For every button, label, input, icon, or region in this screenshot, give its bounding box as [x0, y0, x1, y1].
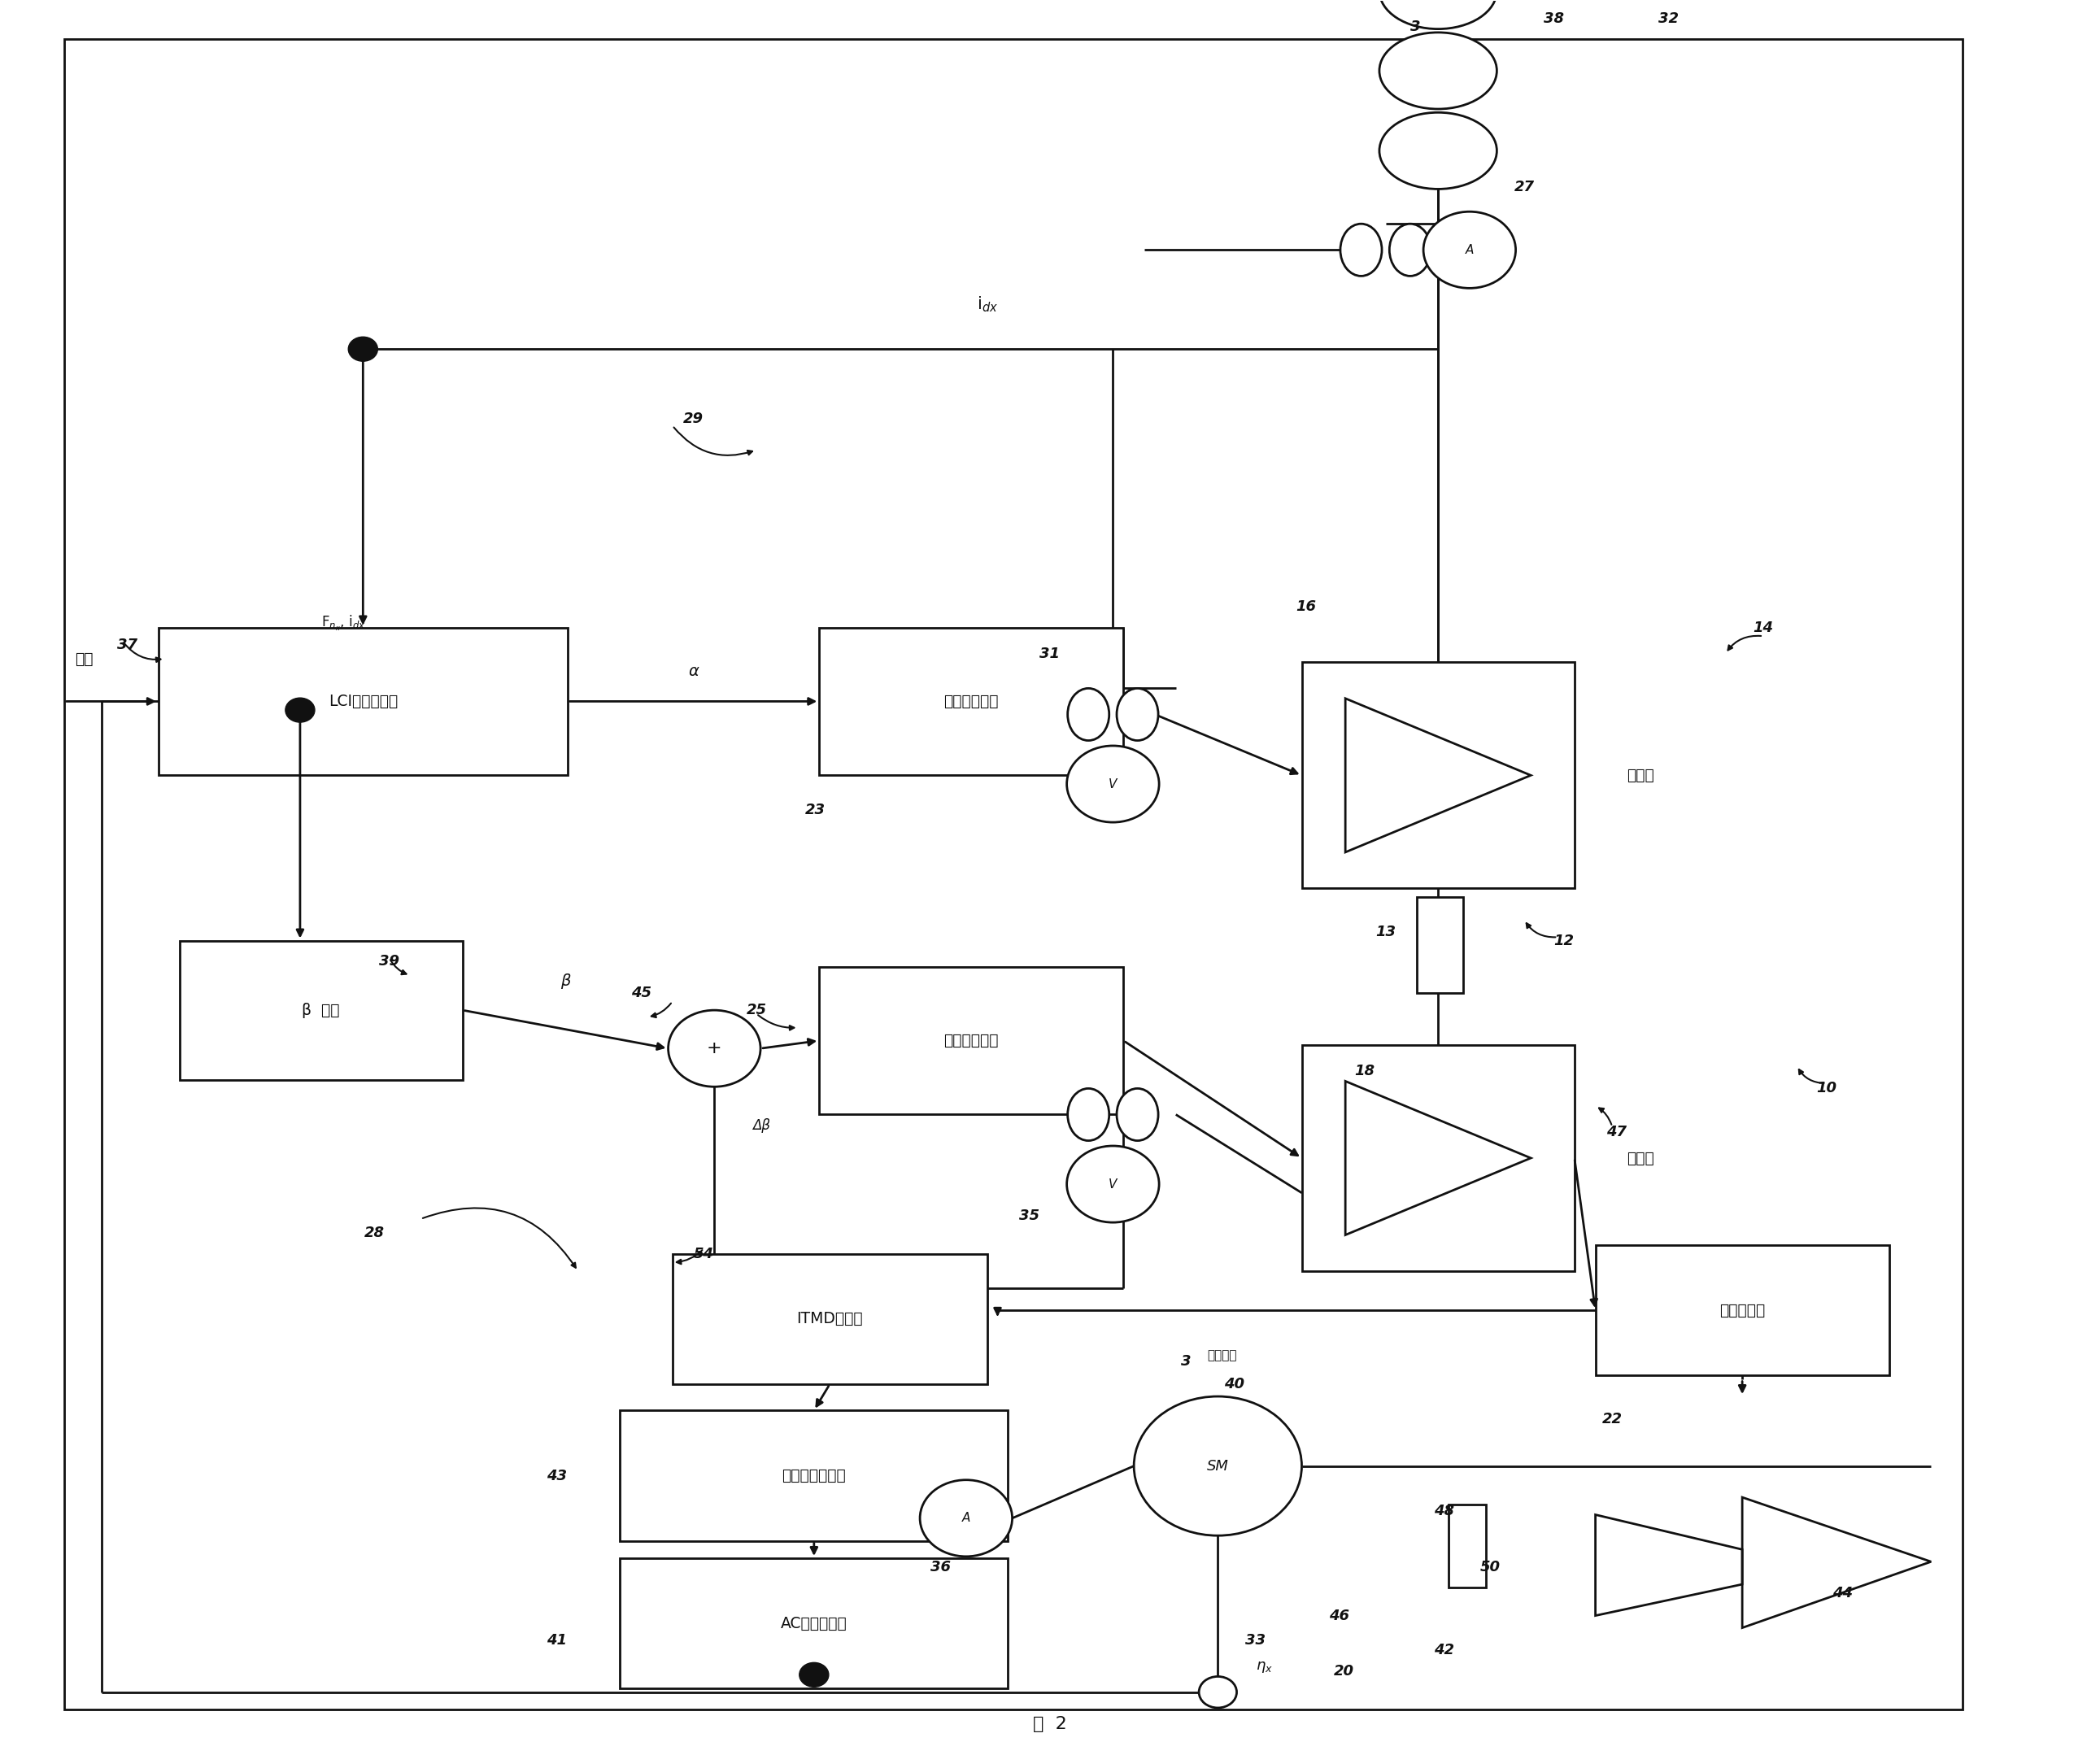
Text: 图  2: 图 2	[1033, 1716, 1067, 1732]
Text: 32: 32	[1659, 10, 1680, 26]
Circle shape	[1203, 1679, 1233, 1704]
Text: 整流器: 整流器	[1628, 768, 1655, 784]
FancyBboxPatch shape	[1302, 662, 1575, 888]
Text: 27: 27	[1514, 179, 1535, 195]
Circle shape	[920, 1481, 1012, 1556]
Text: 44: 44	[1833, 1585, 1852, 1601]
Text: A: A	[962, 1512, 970, 1524]
Text: 23: 23	[804, 803, 825, 817]
Text: 同步机器: 同步机器	[1208, 1350, 1237, 1362]
Text: 22: 22	[1602, 1411, 1623, 1427]
Text: 激励电路控制器: 激励电路控制器	[781, 1469, 846, 1482]
Ellipse shape	[1067, 1089, 1109, 1141]
Text: 38: 38	[1544, 10, 1564, 26]
Text: 46: 46	[1329, 1608, 1350, 1624]
Text: 16: 16	[1296, 599, 1317, 613]
Text: η$_x$: η$_x$	[1256, 1660, 1273, 1674]
Text: 35: 35	[1018, 1209, 1040, 1223]
Text: 54: 54	[693, 1247, 714, 1261]
Text: 25: 25	[746, 1003, 766, 1017]
Circle shape	[1067, 1146, 1159, 1223]
Text: 37: 37	[118, 638, 137, 652]
Text: V: V	[1109, 1178, 1117, 1190]
FancyBboxPatch shape	[179, 941, 462, 1080]
Circle shape	[286, 699, 315, 723]
Ellipse shape	[1380, 113, 1497, 190]
Text: Δβ: Δβ	[752, 1118, 771, 1132]
Text: 41: 41	[546, 1632, 567, 1648]
FancyBboxPatch shape	[819, 967, 1124, 1115]
Text: A: A	[1466, 244, 1474, 256]
FancyBboxPatch shape	[1449, 1505, 1487, 1587]
Circle shape	[1134, 1397, 1302, 1536]
FancyBboxPatch shape	[819, 627, 1124, 775]
Text: 信号处理器: 信号处理器	[1720, 1303, 1766, 1319]
Circle shape	[349, 336, 378, 361]
Ellipse shape	[1067, 688, 1109, 740]
Ellipse shape	[1380, 0, 1497, 30]
Ellipse shape	[1380, 33, 1497, 110]
Text: 39: 39	[378, 955, 399, 969]
Text: 45: 45	[630, 986, 651, 1000]
Ellipse shape	[1390, 223, 1430, 275]
Text: 12: 12	[1554, 934, 1575, 948]
Text: 削极控制单元: 削极控制单元	[943, 1033, 1000, 1049]
Text: 10: 10	[1816, 1082, 1835, 1096]
FancyBboxPatch shape	[158, 627, 567, 775]
Text: 31: 31	[1040, 646, 1060, 660]
Text: 20: 20	[1334, 1664, 1354, 1679]
Text: 33: 33	[1245, 1632, 1266, 1648]
Ellipse shape	[1117, 1089, 1159, 1141]
Text: SM: SM	[1208, 1458, 1228, 1474]
FancyBboxPatch shape	[620, 1411, 1008, 1542]
FancyBboxPatch shape	[672, 1254, 987, 1385]
Circle shape	[1199, 1676, 1237, 1707]
Text: 40: 40	[1224, 1376, 1245, 1392]
FancyBboxPatch shape	[1418, 897, 1464, 993]
FancyBboxPatch shape	[1596, 1246, 1890, 1376]
Text: 13: 13	[1376, 925, 1396, 939]
Text: F$_{n_x}$, i$_{dx}$: F$_{n_x}$, i$_{dx}$	[321, 613, 365, 632]
Text: 50: 50	[1480, 1559, 1502, 1575]
Text: 3: 3	[1182, 1354, 1191, 1369]
Text: 参考: 参考	[76, 652, 92, 667]
Text: LCI闭环控制器: LCI闭环控制器	[328, 693, 397, 709]
Text: 29: 29	[682, 411, 704, 427]
Text: β: β	[561, 974, 571, 989]
Text: 逆变器: 逆变器	[1628, 1150, 1655, 1165]
Text: V: V	[1109, 779, 1117, 791]
Text: 36: 36	[930, 1559, 951, 1575]
Text: 48: 48	[1434, 1503, 1455, 1519]
Text: β  控制: β 控制	[302, 1002, 340, 1017]
Text: ITMD控制器: ITMD控制器	[796, 1312, 863, 1327]
Text: +: +	[708, 1040, 722, 1057]
Ellipse shape	[1340, 223, 1382, 275]
Text: 42: 42	[1434, 1643, 1455, 1658]
Text: 43: 43	[546, 1469, 567, 1484]
Circle shape	[668, 1010, 760, 1087]
Text: 28: 28	[365, 1226, 384, 1240]
Text: 3: 3	[1409, 19, 1420, 35]
Circle shape	[1424, 211, 1516, 287]
Ellipse shape	[1117, 688, 1159, 740]
FancyBboxPatch shape	[1302, 1045, 1575, 1272]
Circle shape	[1067, 746, 1159, 822]
Circle shape	[800, 1662, 830, 1686]
Text: 削极控制单元: 削极控制单元	[943, 693, 1000, 709]
Text: 18: 18	[1355, 1064, 1376, 1078]
Text: 14: 14	[1754, 620, 1772, 634]
Text: α: α	[689, 664, 699, 679]
Text: 47: 47	[1606, 1125, 1628, 1139]
Text: AC电压设置値: AC电压设置値	[781, 1617, 846, 1631]
Text: i$_{dx}$: i$_{dx}$	[977, 294, 998, 314]
FancyBboxPatch shape	[620, 1557, 1008, 1688]
